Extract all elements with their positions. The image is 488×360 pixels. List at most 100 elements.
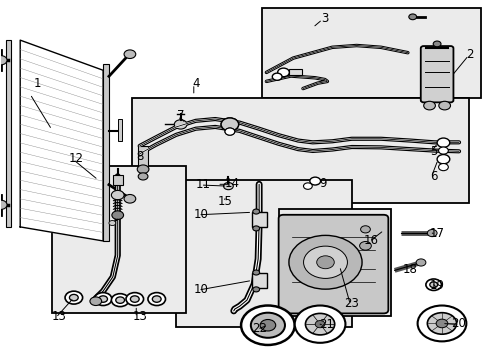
Circle shape: [252, 287, 259, 292]
Circle shape: [436, 154, 449, 164]
Text: 1: 1: [34, 77, 41, 90]
Circle shape: [0, 55, 7, 65]
Text: 11: 11: [195, 178, 210, 191]
Circle shape: [316, 256, 334, 269]
Circle shape: [109, 221, 116, 226]
Text: 13: 13: [52, 310, 66, 324]
Circle shape: [148, 293, 165, 306]
Circle shape: [124, 194, 136, 203]
Circle shape: [288, 235, 361, 289]
Circle shape: [221, 118, 238, 131]
Text: 2: 2: [465, 48, 472, 61]
Circle shape: [116, 297, 124, 303]
Circle shape: [112, 211, 123, 220]
Circle shape: [315, 320, 325, 328]
Text: 22: 22: [251, 322, 266, 335]
Circle shape: [174, 120, 186, 129]
Bar: [251, 273, 267, 288]
Text: 17: 17: [429, 227, 444, 240]
Circle shape: [438, 147, 447, 154]
Circle shape: [250, 313, 285, 338]
Text: 7: 7: [177, 109, 184, 122]
Circle shape: [130, 296, 139, 302]
Circle shape: [272, 73, 282, 80]
Circle shape: [224, 128, 234, 135]
Text: 5: 5: [429, 145, 436, 158]
Text: 21: 21: [318, 318, 333, 331]
Circle shape: [111, 294, 129, 307]
Bar: [176, 180, 351, 327]
Circle shape: [359, 242, 370, 250]
Bar: [113, 175, 122, 185]
Circle shape: [360, 226, 369, 233]
Text: 8: 8: [136, 150, 143, 163]
Circle shape: [277, 68, 289, 77]
Circle shape: [252, 209, 259, 214]
Circle shape: [303, 246, 347, 278]
Circle shape: [408, 14, 416, 20]
Circle shape: [429, 282, 437, 288]
Text: 6: 6: [429, 170, 437, 183]
Bar: [138, 146, 148, 169]
Bar: [261, 8, 480, 98]
Circle shape: [137, 165, 149, 174]
Text: 14: 14: [224, 177, 239, 190]
Circle shape: [152, 296, 161, 302]
Circle shape: [111, 190, 124, 200]
Text: 10: 10: [193, 208, 207, 221]
Circle shape: [65, 291, 82, 304]
Circle shape: [138, 173, 148, 180]
Circle shape: [438, 163, 447, 171]
Text: 18: 18: [402, 263, 417, 276]
Circle shape: [126, 293, 143, 306]
Circle shape: [69, 294, 78, 301]
Circle shape: [415, 259, 425, 266]
Circle shape: [224, 128, 234, 135]
Circle shape: [124, 50, 136, 59]
Circle shape: [309, 177, 320, 185]
Text: 20: 20: [451, 317, 466, 330]
Polygon shape: [20, 40, 103, 241]
Text: 19: 19: [429, 279, 444, 292]
Circle shape: [90, 297, 102, 306]
Text: 3: 3: [321, 12, 328, 25]
Circle shape: [252, 226, 259, 231]
Text: 4: 4: [192, 77, 199, 90]
Circle shape: [417, 306, 466, 341]
Circle shape: [294, 306, 345, 343]
FancyBboxPatch shape: [420, 46, 452, 102]
Circle shape: [99, 296, 107, 302]
Circle shape: [303, 183, 312, 189]
Bar: [132, 98, 468, 203]
Circle shape: [94, 293, 112, 306]
Circle shape: [252, 270, 259, 275]
Bar: [103, 64, 109, 241]
Circle shape: [438, 101, 449, 110]
Text: 10: 10: [193, 283, 207, 296]
Circle shape: [0, 200, 7, 210]
Bar: [289, 69, 301, 75]
Circle shape: [423, 101, 434, 110]
Bar: [118, 119, 122, 140]
Text: 9: 9: [318, 177, 325, 190]
Circle shape: [221, 118, 238, 131]
Bar: [251, 212, 267, 226]
Circle shape: [425, 279, 441, 291]
Text: 16: 16: [363, 234, 378, 247]
Text: 13: 13: [132, 310, 147, 324]
Circle shape: [223, 183, 233, 190]
Circle shape: [436, 138, 449, 147]
Bar: [278, 209, 390, 316]
FancyBboxPatch shape: [278, 215, 387, 314]
Text: 23: 23: [344, 297, 359, 310]
Circle shape: [427, 229, 436, 237]
Text: 12: 12: [69, 152, 83, 165]
Bar: [52, 166, 185, 313]
Circle shape: [260, 319, 275, 331]
Circle shape: [427, 313, 456, 334]
Circle shape: [432, 41, 440, 47]
Bar: [5, 40, 11, 227]
Circle shape: [435, 319, 447, 328]
Circle shape: [241, 306, 294, 345]
Text: 15: 15: [217, 195, 232, 208]
